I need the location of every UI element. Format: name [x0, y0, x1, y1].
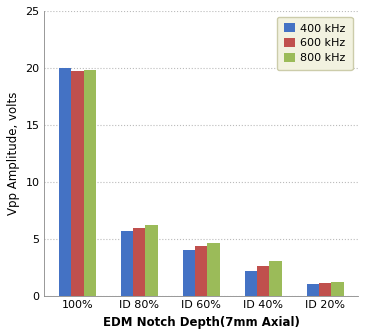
Bar: [195, 246, 207, 296]
Y-axis label: Vpp Amplitude, volts: Vpp Amplitude, volts: [7, 92, 20, 215]
Bar: [59, 68, 71, 296]
Bar: [331, 282, 344, 296]
Bar: [245, 270, 257, 296]
Bar: [84, 70, 96, 296]
Bar: [121, 231, 133, 296]
Bar: [71, 71, 84, 296]
Bar: [146, 225, 158, 296]
Legend: 400 kHz, 600 kHz, 800 kHz: 400 kHz, 600 kHz, 800 kHz: [277, 16, 353, 70]
Bar: [319, 283, 331, 296]
Bar: [182, 250, 195, 296]
Bar: [269, 261, 282, 296]
X-axis label: EDM Notch Depth(7mm Axial): EDM Notch Depth(7mm Axial): [103, 316, 300, 329]
Bar: [257, 266, 269, 296]
Bar: [133, 228, 146, 296]
Bar: [207, 243, 220, 296]
Bar: [307, 284, 319, 296]
